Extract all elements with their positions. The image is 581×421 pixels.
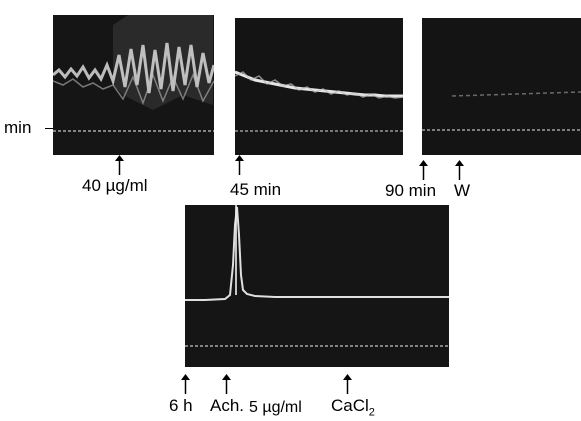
trace-panel-top-middle — [235, 18, 403, 155]
label-concentration: 40 µg/ml — [82, 177, 148, 194]
scale-label: min — [4, 119, 31, 136]
label-cacl2-prefix: CaCl — [331, 396, 369, 415]
trace-panel-top-right — [422, 18, 581, 155]
label-ach: Ach. — [210, 397, 244, 414]
trace-panel-top-left — [53, 15, 214, 155]
arrow-up-icon — [181, 374, 190, 394]
label-cacl2-subscript: 2 — [369, 406, 375, 418]
arrow-up-icon — [419, 160, 428, 180]
label-cacl2: CaCl2 — [331, 397, 375, 421]
label-time-6h: 6 h — [169, 397, 193, 414]
label-time-90: 90 min — [385, 182, 436, 199]
arrow-up-icon — [235, 155, 244, 175]
label-time-45: 45 min — [230, 181, 281, 198]
arrow-up-icon — [222, 374, 231, 394]
arrow-up-icon — [115, 155, 124, 175]
label-wash: W — [454, 182, 470, 199]
arrow-up-icon — [343, 374, 352, 394]
trace-panel-bottom — [185, 205, 449, 367]
arrow-up-icon — [455, 160, 464, 180]
label-ach-concentration: 5 µg/ml — [249, 399, 302, 416]
